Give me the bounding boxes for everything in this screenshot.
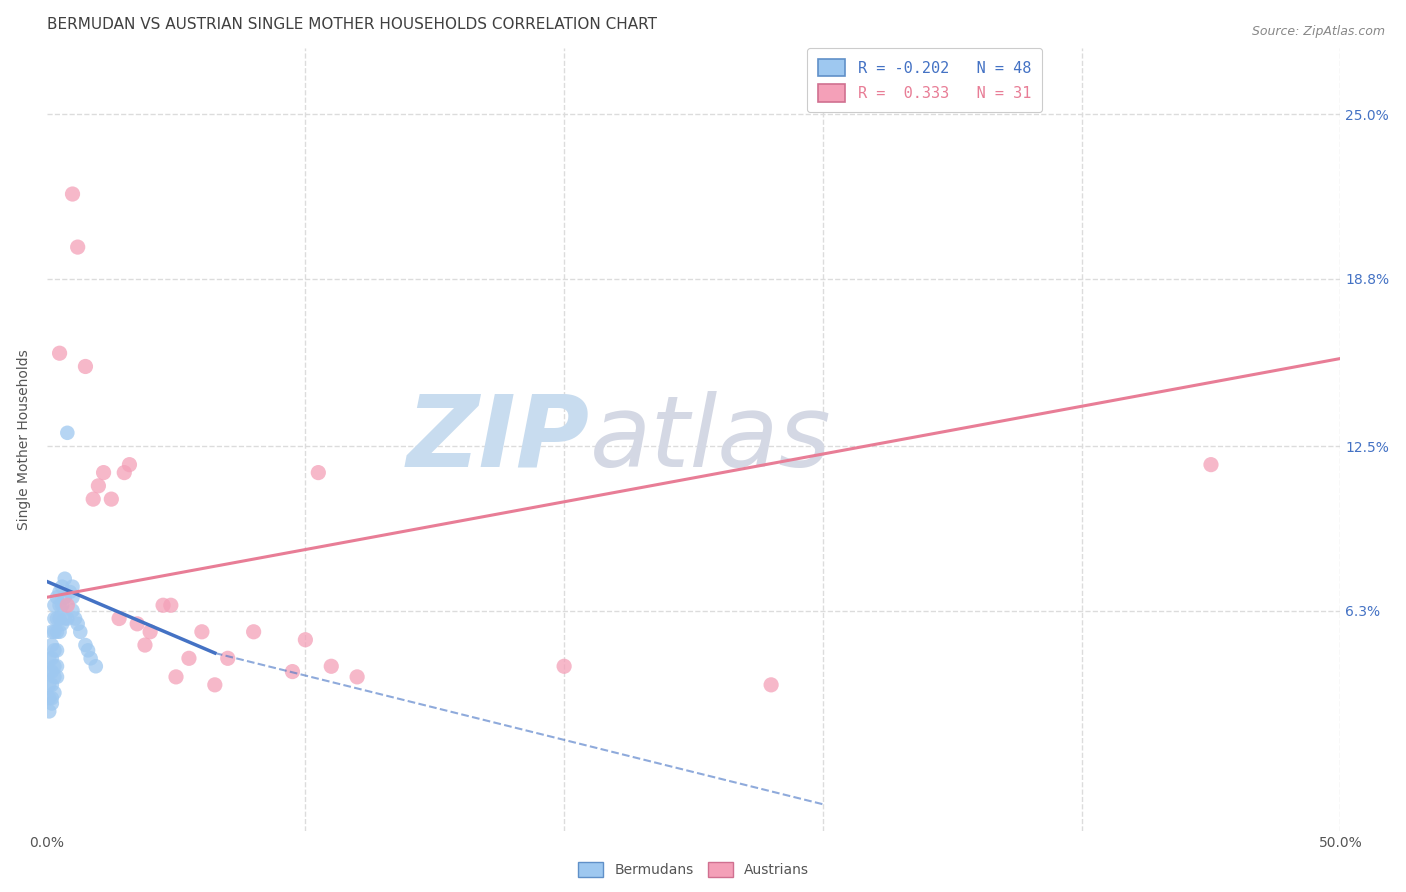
Point bbox=[44, 686, 66, 700]
Point bbox=[62, 580, 84, 594]
Point bbox=[38, 691, 60, 706]
Point bbox=[77, 643, 100, 657]
Point bbox=[62, 591, 84, 605]
Point bbox=[191, 624, 214, 639]
Point bbox=[87, 479, 110, 493]
Point bbox=[165, 670, 187, 684]
Point bbox=[307, 466, 329, 480]
Point bbox=[41, 665, 63, 679]
Point bbox=[152, 599, 174, 613]
Point bbox=[108, 611, 131, 625]
Text: ZIP: ZIP bbox=[406, 391, 591, 488]
Point bbox=[44, 611, 66, 625]
Point bbox=[44, 624, 66, 639]
Point bbox=[38, 705, 60, 719]
Point bbox=[346, 670, 368, 684]
Point bbox=[75, 359, 97, 374]
Point bbox=[46, 611, 69, 625]
Point bbox=[41, 651, 63, 665]
Point bbox=[93, 466, 115, 480]
Text: atlas: atlas bbox=[591, 391, 831, 488]
Point bbox=[44, 659, 66, 673]
Point bbox=[1199, 458, 1222, 472]
Point bbox=[44, 643, 66, 657]
Point bbox=[41, 624, 63, 639]
Text: Source: ZipAtlas.com: Source: ZipAtlas.com bbox=[1251, 25, 1385, 38]
Point bbox=[41, 638, 63, 652]
Point bbox=[53, 591, 76, 605]
Point bbox=[204, 678, 226, 692]
Point bbox=[44, 670, 66, 684]
Point bbox=[53, 572, 76, 586]
Point bbox=[134, 638, 156, 652]
Point bbox=[62, 603, 84, 617]
Point bbox=[217, 651, 239, 665]
Point bbox=[321, 659, 343, 673]
Point bbox=[48, 585, 70, 599]
Point bbox=[38, 665, 60, 679]
Point bbox=[38, 678, 60, 692]
Point bbox=[62, 187, 84, 202]
Point bbox=[242, 624, 264, 639]
Point bbox=[46, 624, 69, 639]
Point bbox=[139, 624, 162, 639]
Point bbox=[56, 611, 79, 625]
Point bbox=[51, 616, 73, 631]
Point bbox=[41, 697, 63, 711]
Point bbox=[56, 599, 79, 613]
Text: BERMUDAN VS AUSTRIAN SINGLE MOTHER HOUSEHOLDS CORRELATION CHART: BERMUDAN VS AUSTRIAN SINGLE MOTHER HOUSE… bbox=[46, 17, 657, 32]
Point bbox=[51, 580, 73, 594]
Point bbox=[46, 643, 69, 657]
Point bbox=[177, 651, 200, 665]
Point bbox=[46, 659, 69, 673]
Point bbox=[48, 599, 70, 613]
Point bbox=[84, 659, 107, 673]
Point bbox=[38, 651, 60, 665]
Point bbox=[759, 678, 782, 692]
Point bbox=[46, 591, 69, 605]
Point bbox=[66, 616, 89, 631]
Point bbox=[44, 599, 66, 613]
Point bbox=[294, 632, 316, 647]
Point bbox=[41, 691, 63, 706]
Point bbox=[75, 638, 97, 652]
Point bbox=[59, 585, 82, 599]
Legend: Bermudans, Austrians: Bermudans, Austrians bbox=[572, 856, 814, 882]
Point bbox=[63, 611, 86, 625]
Point bbox=[82, 492, 104, 507]
Point bbox=[56, 425, 79, 440]
Point bbox=[53, 611, 76, 625]
Point bbox=[48, 346, 70, 360]
Point bbox=[48, 624, 70, 639]
Point bbox=[66, 240, 89, 254]
Point bbox=[69, 624, 91, 639]
Point bbox=[46, 670, 69, 684]
Point bbox=[48, 611, 70, 625]
Point bbox=[100, 492, 122, 507]
Point bbox=[51, 599, 73, 613]
Point bbox=[41, 678, 63, 692]
Point bbox=[79, 651, 101, 665]
Point bbox=[127, 616, 149, 631]
Point bbox=[160, 599, 183, 613]
Y-axis label: Single Mother Households: Single Mother Households bbox=[17, 349, 31, 530]
Point bbox=[118, 458, 141, 472]
Point bbox=[112, 466, 135, 480]
Point bbox=[553, 659, 575, 673]
Point bbox=[281, 665, 304, 679]
